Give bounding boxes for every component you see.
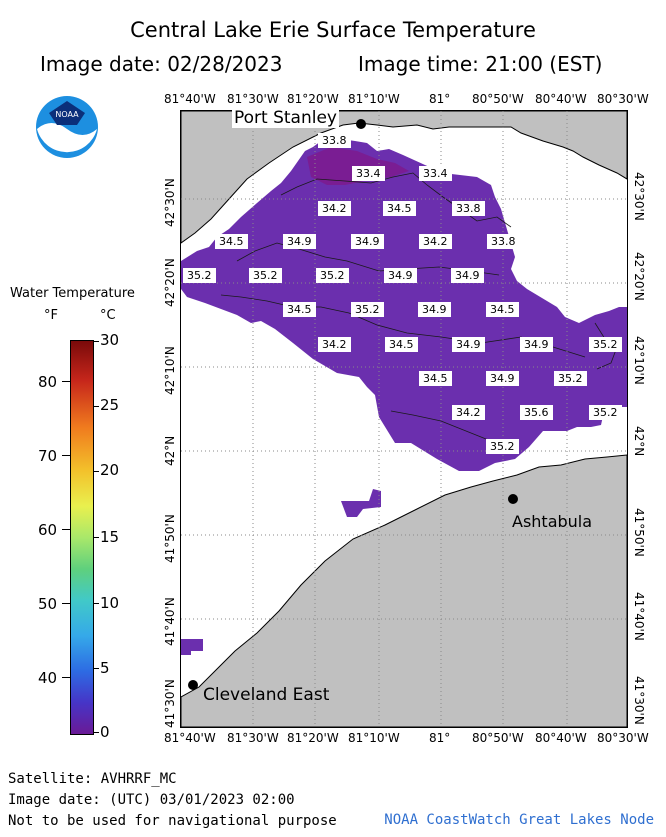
- south-shore-land: [181, 454, 627, 727]
- temperature-value-label: 33.8: [452, 201, 485, 216]
- temperature-value-label: 34.5: [383, 201, 416, 216]
- temperature-value-label: 34.9: [520, 337, 553, 352]
- legend-f-tick: 80: [38, 373, 58, 391]
- ashtabula-label: Ashtabula: [512, 512, 593, 531]
- legend-c-tick: 30: [100, 331, 120, 349]
- lon-label: 81°: [429, 731, 451, 745]
- warm-water-region: [181, 139, 627, 471]
- water-patch: [341, 489, 381, 517]
- temperature-value-label: 34.5: [283, 302, 316, 317]
- temperature-value-label: 33.8: [487, 234, 520, 249]
- temperature-value-label: 34.9: [283, 234, 316, 249]
- lon-label: 80°40'W: [535, 92, 587, 106]
- port-stanley-marker: [356, 119, 366, 129]
- legend-c-tick: 5: [100, 659, 110, 677]
- satellite-info: Satellite: AVHRRF_MC: [8, 771, 177, 787]
- temperature-value-label: 34.5: [486, 302, 519, 317]
- lat-label: 41°50'N: [163, 514, 177, 563]
- legend-c-tick: 20: [100, 461, 120, 479]
- page-title: Central Lake Erie Surface Temperature: [130, 18, 536, 42]
- legend-unit-f: °F: [44, 308, 58, 323]
- cleveland-east-marker: [188, 680, 198, 690]
- lat-label: 41°40'N: [163, 597, 177, 646]
- lon-label: 81°10'W: [348, 731, 400, 745]
- ashtabula-marker: [508, 494, 518, 504]
- legend-unit-c: °C: [100, 308, 116, 323]
- temperature-value-label: 34.2: [318, 201, 351, 216]
- north-shore-land: [181, 111, 627, 244]
- color-scale-bar: [70, 340, 94, 735]
- legend-f-tick: 60: [38, 521, 58, 539]
- lon-label: 80°50'W: [472, 92, 524, 106]
- lat-label: 42°N: [163, 435, 177, 466]
- water-patch: [181, 639, 203, 655]
- temperature-value-label: 35.6: [520, 405, 553, 420]
- temperature-value-label: 33.4: [352, 166, 385, 181]
- legend-c-tick: 15: [100, 528, 120, 546]
- temperature-value-label: 35.2: [554, 371, 587, 386]
- lon-label: 81°30'W: [227, 92, 279, 106]
- temperature-value-label: 35.2: [316, 268, 349, 283]
- lon-label: 81°40'W: [164, 731, 216, 745]
- image-time: Image time: 21:00 (EST): [358, 52, 603, 76]
- lon-label: 81°30'W: [227, 731, 279, 745]
- lat-label: 42°30'N: [163, 178, 177, 227]
- temperature-value-label: 34.9: [486, 371, 519, 386]
- cleveland-east-label: Cleveland East: [203, 685, 330, 705]
- lat-label: 42°10'N: [163, 346, 177, 395]
- temperature-value-label: 34.9: [452, 337, 485, 352]
- temperature-value-label: 35.2: [351, 302, 384, 317]
- lat-label: 42°20'N: [632, 252, 646, 301]
- temperature-value-label: 34.2: [419, 234, 452, 249]
- lat-label: 42°30'N: [632, 172, 646, 221]
- temperature-value-label: 34.5: [419, 371, 452, 386]
- legend-f-tick: 50: [38, 595, 58, 613]
- temperature-value-label: 35.2: [486, 439, 519, 454]
- legend-c-tick: 0: [100, 723, 110, 741]
- legend-f-tick: 40: [38, 669, 58, 687]
- utc-date: Image date: (UTC) 03/01/2023 02:00: [8, 792, 295, 808]
- legend-c-tick: 10: [100, 594, 120, 612]
- temperature-value-label: 35.2: [589, 405, 622, 420]
- temperature-value-label: 34.9: [384, 268, 417, 283]
- port-stanley-label: Port Stanley: [232, 108, 339, 128]
- temperature-value-label: 34.9: [418, 302, 451, 317]
- lat-label: 42°10'N: [632, 336, 646, 385]
- noaa-logo-text: NOAA: [55, 110, 79, 119]
- image-date: Image date: 02/28/2023: [40, 52, 283, 76]
- lon-label: 80°30'W: [597, 731, 649, 745]
- temperature-value-label: 34.2: [452, 405, 485, 420]
- lon-label: 81°40'W: [164, 92, 216, 106]
- lon-label: 80°30'W: [597, 92, 649, 106]
- temperature-value-label: 34.5: [385, 337, 418, 352]
- lat-label: 42°N: [632, 426, 646, 457]
- temperature-value-label: 35.2: [249, 268, 282, 283]
- lon-label: 80°50'W: [472, 731, 524, 745]
- lat-label: 41°40'N: [632, 592, 646, 641]
- legend-f-tick: 70: [38, 447, 58, 465]
- temperature-value-label: 33.4: [419, 166, 452, 181]
- credit: NOAA CoastWatch Great Lakes Node: [384, 812, 654, 828]
- lat-label: 41°30'N: [163, 679, 177, 728]
- disclaimer: Not to be used for navigational purpose: [8, 813, 337, 829]
- noaa-logo: NOAA: [36, 96, 98, 158]
- temperature-map: [180, 110, 628, 728]
- lon-label: 80°40'W: [535, 731, 587, 745]
- legend-c-tick: 25: [100, 396, 120, 414]
- legend-title: Water Temperature: [10, 286, 135, 301]
- temperature-value-label: 34.5: [215, 234, 248, 249]
- lon-label: 81°20'W: [287, 731, 339, 745]
- lat-label: 41°30'N: [632, 676, 646, 725]
- lat-label: 42°20'N: [163, 258, 177, 307]
- temperature-value-label: 34.2: [318, 337, 351, 352]
- lon-label: 81°20'W: [287, 92, 339, 106]
- temperature-value-label: 34.9: [351, 234, 384, 249]
- lon-label: 81°10'W: [348, 92, 400, 106]
- temperature-value-label: 34.9: [451, 268, 484, 283]
- temperature-value-label: 35.2: [589, 337, 622, 352]
- lon-label: 81°: [429, 92, 451, 106]
- temperature-value-label: 33.8: [318, 133, 351, 148]
- temperature-value-label: 35.2: [183, 268, 216, 283]
- lat-label: 41°50'N: [632, 508, 646, 557]
